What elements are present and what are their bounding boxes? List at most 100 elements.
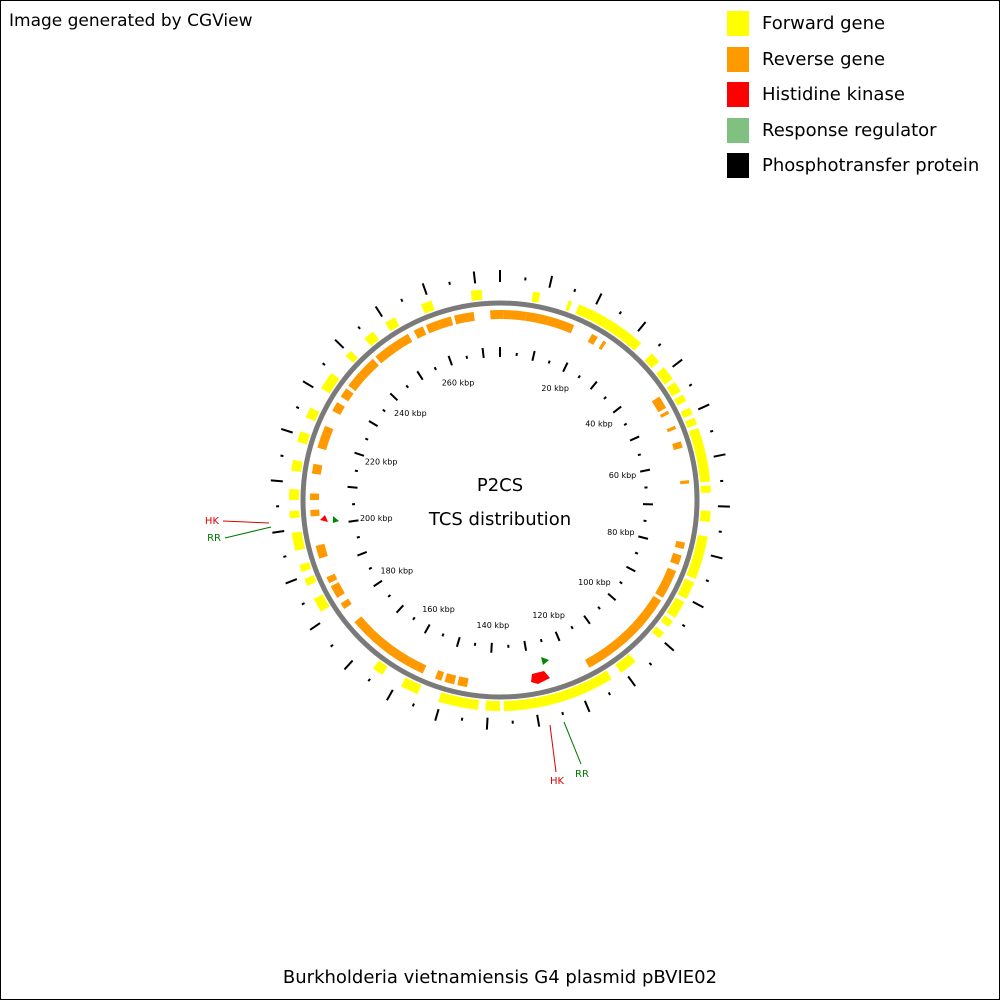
forward-gene-block [400, 677, 422, 695]
inner-tick-mark [389, 392, 399, 402]
forward-gene-block [313, 594, 330, 612]
inner-tick-mark [589, 380, 598, 390]
outer-tick-mark [280, 427, 293, 434]
map-subtitle: TCS distribution [428, 509, 571, 530]
reverse-gene-block [525, 311, 540, 323]
inner-tick-mark [473, 642, 477, 647]
reverse-gene-block [388, 646, 410, 665]
outer-tick-mark [618, 311, 622, 315]
forward-gene-block [304, 575, 317, 586]
inner-tick-mark [607, 592, 617, 601]
inner-tick-mark [577, 374, 581, 379]
forward-gene-block [364, 331, 380, 347]
reverse-gene-block [326, 573, 338, 584]
hk-leader-line [222, 520, 270, 524]
outer-tick-mark [400, 298, 404, 303]
ruler-label: 260 kbp [442, 378, 475, 387]
legend-label: Histidine kinase [762, 84, 905, 106]
reverse-gene-swatch [727, 46, 749, 72]
legend-item-reverse-gene: Reverse gene [727, 42, 979, 78]
outer-tick-mark [697, 403, 710, 411]
reverse-gene-block [332, 402, 345, 416]
forward-gene-block [591, 311, 609, 328]
response-regulator-marker [333, 516, 339, 523]
outer-tick-mark [648, 662, 653, 666]
legend-label: Phosphotransfer protein [762, 155, 980, 177]
outer-tick-mark [536, 714, 541, 727]
reverse-gene-block [311, 463, 323, 475]
forward-gene-block [373, 660, 388, 675]
outer-tick-mark [472, 271, 477, 284]
outer-tick-mark [283, 555, 287, 558]
reverse-gene-block [317, 425, 334, 451]
rr-leader-line [563, 721, 582, 765]
outer-tick-mark [637, 321, 647, 332]
forward-gene-block [615, 660, 627, 673]
reverse-gene-block [444, 673, 457, 685]
inner-tick-mark [373, 579, 383, 588]
outer-tick-mark [713, 453, 726, 458]
reverse-gene-block [680, 480, 690, 485]
inner-tick-mark [623, 422, 628, 426]
rr-leader-line [224, 526, 272, 539]
outer-tick-mark [485, 717, 489, 730]
ruler-label: 20 kbp [541, 384, 569, 393]
reverse-gene-block [662, 567, 677, 584]
forward-gene-block [666, 597, 685, 618]
forward-gene-block [531, 291, 541, 303]
legend-item-phosphotransfer-protein: Phosphotransfer protein [727, 148, 979, 184]
inner-tick-mark [368, 566, 373, 570]
forward-gene-block [438, 692, 466, 708]
outer-tick-mark [411, 703, 415, 707]
reverse-gene-block [642, 595, 662, 617]
outer-tick-mark [434, 708, 440, 721]
inner-tick-mark [433, 366, 437, 371]
outer-tick-mark [688, 383, 693, 387]
reverse-gene-block [315, 543, 328, 559]
inner-tick-mark [368, 420, 379, 428]
reverse-gene-block [391, 333, 413, 352]
inner-tick-mark [639, 468, 651, 473]
inner-tick-mark [364, 437, 369, 441]
reverse-gene-block [425, 320, 442, 334]
hk-label: HK [550, 776, 565, 787]
outer-tick-mark [573, 288, 577, 293]
inner-tick-mark [554, 631, 561, 642]
forward-gene-block [660, 615, 673, 627]
reverse-gene-block [587, 333, 598, 345]
ruler-label: 240 kbp [394, 409, 427, 418]
hk-leader-line [549, 724, 557, 773]
reverse-gene-block [413, 326, 427, 339]
inner-tick-mark [547, 360, 551, 364]
forward-gene-block [674, 394, 687, 406]
outer-tick-mark [627, 675, 636, 687]
legend: Forward gene Reverse gene Histidine kina… [727, 6, 979, 184]
inner-tick-mark [441, 633, 445, 637]
forward-gene-block [693, 534, 708, 559]
inner-tick-mark [612, 405, 622, 414]
inner-tick-mark [354, 451, 365, 457]
ruler-label: 60 kbp [609, 471, 637, 480]
outer-tick-mark [343, 659, 354, 671]
reverse-gene-block [616, 623, 639, 646]
legend-label: Reverse gene [762, 48, 886, 70]
outer-tick-mark [595, 293, 603, 305]
hk-label: HK [205, 516, 220, 527]
reverse-gene-track [310, 310, 690, 688]
inner-tick-mark [531, 350, 536, 361]
outer-tick-mark [309, 622, 321, 631]
outer-tick-mark [692, 600, 704, 609]
reverse-gene-block [546, 316, 575, 334]
ruler-label: 220 kbp [365, 457, 398, 466]
legend-label: Forward gene [762, 13, 886, 35]
outer-tick-mark [367, 678, 371, 682]
forward-gene-block [680, 407, 693, 419]
reverse-gene-block [537, 314, 550, 326]
forward-gene-block [656, 367, 673, 385]
reverse-gene-block [584, 655, 598, 668]
inner-tick-mark [348, 519, 359, 523]
cgview-credit: Image generated by CGView [9, 11, 253, 31]
inner-tick-mark [626, 565, 636, 573]
inner-tick-mark [356, 535, 361, 539]
reverse-gene-block [593, 638, 623, 663]
